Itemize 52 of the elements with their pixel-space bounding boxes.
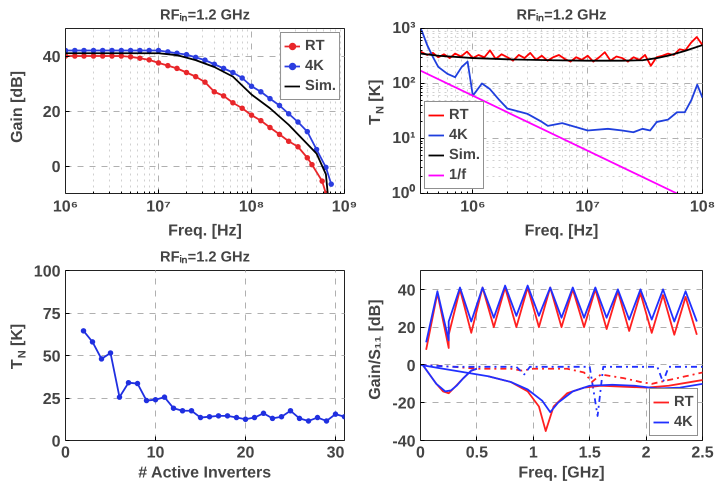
legend-label: 1/f bbox=[449, 167, 468, 183]
x-tick-label: 10⁷ bbox=[575, 198, 600, 216]
x-tick-label: 10⁸ bbox=[690, 198, 716, 216]
legend-label: 4K bbox=[674, 414, 694, 430]
y-tick-label: 25 bbox=[42, 391, 61, 408]
x-tick-label: 1.5 bbox=[578, 444, 601, 462]
x-tick-label: 10⁶ bbox=[52, 198, 78, 216]
y-axis-title: TN [K] bbox=[9, 324, 28, 370]
y-tick-label: 0 bbox=[52, 434, 61, 450]
legend-label: Sim. bbox=[449, 147, 480, 163]
legend-label: 4K bbox=[305, 58, 325, 74]
y-tick-label: 0 bbox=[52, 159, 61, 176]
x-tick-label: 10⁸ bbox=[238, 198, 264, 216]
x-axis-title: # Active Inverters bbox=[138, 464, 272, 482]
x-axis-title: Freq. [Hz] bbox=[168, 222, 242, 240]
y-tick-label: 0 bbox=[406, 358, 416, 375]
chart-title: RFᵢₙ=1.2 GHz bbox=[516, 8, 606, 24]
x-tick-label: 20 bbox=[236, 444, 254, 462]
x-tick-label: 10 bbox=[146, 444, 164, 462]
x-axis-title: Freq. [GHz] bbox=[518, 464, 605, 482]
y-tick-label: 20 bbox=[398, 320, 416, 338]
x-tick-label: 10⁷ bbox=[146, 198, 171, 216]
y-tick-label: 10¹ bbox=[392, 130, 416, 147]
chart-title: RFᵢₙ=1.2 GHz bbox=[160, 250, 250, 266]
x-axis-title: Freq. [Hz] bbox=[524, 222, 598, 240]
y-tick-label: 20 bbox=[42, 104, 61, 121]
x-tick-label: 30 bbox=[326, 444, 344, 462]
x-tick-label: 10⁹ bbox=[332, 198, 358, 216]
y-tick-label: 40 bbox=[42, 49, 61, 66]
y-tick-label: 75 bbox=[42, 306, 61, 323]
x-tick-label: 10⁶ bbox=[460, 198, 486, 216]
y-tick-label: 10² bbox=[392, 75, 416, 92]
y-tick-label: 40 bbox=[398, 282, 416, 300]
legend-label: RT bbox=[449, 107, 469, 123]
y-tick-label: 100 bbox=[34, 264, 61, 280]
x-tick-label: 2 bbox=[642, 444, 651, 462]
y-axis-title: Gain [dB] bbox=[9, 70, 26, 143]
legend-label: 4K bbox=[449, 127, 469, 143]
y-axis-title: Gain/S₁₁ [dB] bbox=[367, 299, 384, 400]
y-tick-label: -20 bbox=[392, 396, 416, 413]
x-tick-label: 1 bbox=[528, 444, 538, 462]
legend-label: RT bbox=[305, 38, 326, 54]
y-tick-label: -40 bbox=[392, 434, 416, 450]
y-tick-label: 10³ bbox=[392, 20, 416, 37]
legend-label: RT bbox=[674, 394, 694, 410]
y-tick-label: 10⁰ bbox=[392, 184, 416, 202]
y-tick-label: 50 bbox=[42, 348, 61, 366]
x-tick-label: 2.5 bbox=[691, 444, 714, 462]
legend-label: Sim. bbox=[305, 78, 336, 94]
y-axis-title: TN [K] bbox=[367, 80, 386, 125]
chart-title: RFᵢₙ=1.2 GHz bbox=[160, 8, 250, 24]
x-tick-label: 0.5 bbox=[466, 444, 488, 462]
